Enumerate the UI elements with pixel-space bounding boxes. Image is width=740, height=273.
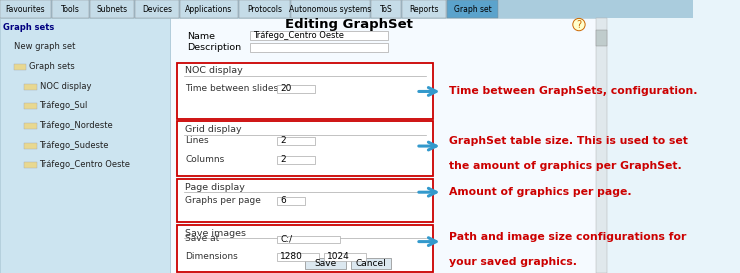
Text: Tráfego_Centro Oeste: Tráfego_Centro Oeste bbox=[253, 31, 344, 40]
Bar bbox=[24, 143, 37, 149]
Bar bbox=[177, 225, 434, 272]
Bar bbox=[24, 84, 37, 90]
Text: Reports: Reports bbox=[409, 5, 439, 13]
Bar bbox=[177, 63, 434, 119]
Text: Subnets: Subnets bbox=[96, 5, 127, 13]
Bar bbox=[0, 0, 50, 18]
Text: NOC display: NOC display bbox=[39, 82, 91, 91]
Text: Columns: Columns bbox=[185, 155, 224, 164]
Bar bbox=[170, 18, 596, 273]
Text: 1280: 1280 bbox=[280, 252, 303, 261]
Text: Tráfego_Sudeste: Tráfego_Sudeste bbox=[39, 141, 109, 150]
Bar bbox=[325, 253, 366, 261]
Bar bbox=[177, 179, 434, 222]
Bar bbox=[135, 0, 179, 18]
Text: Description: Description bbox=[187, 43, 241, 52]
Text: Applications: Applications bbox=[186, 5, 232, 13]
Text: Autonomous systems: Autonomous systems bbox=[289, 5, 371, 13]
Text: Dimensions: Dimensions bbox=[185, 252, 238, 261]
Text: Save at: Save at bbox=[185, 235, 219, 243]
Bar bbox=[239, 0, 290, 18]
Text: Page display: Page display bbox=[185, 183, 245, 191]
Bar bbox=[14, 64, 27, 70]
Text: Graph sets: Graph sets bbox=[4, 23, 55, 32]
Bar bbox=[402, 0, 445, 18]
Text: GraphSet table size. This is used to set: GraphSet table size. This is used to set bbox=[449, 136, 688, 146]
Text: Save: Save bbox=[314, 259, 337, 268]
Text: Graph sets: Graph sets bbox=[29, 62, 75, 71]
Bar bbox=[278, 236, 340, 243]
Bar bbox=[249, 43, 388, 52]
Text: Path and image size configurations for: Path and image size configurations for bbox=[449, 232, 687, 242]
Text: ToS: ToS bbox=[380, 5, 392, 13]
Bar bbox=[278, 85, 315, 93]
Bar bbox=[447, 0, 498, 18]
Bar bbox=[24, 162, 37, 168]
Bar bbox=[351, 258, 391, 269]
Text: Tráfego_Nordeste: Tráfego_Nordeste bbox=[39, 121, 113, 130]
Bar bbox=[306, 258, 346, 269]
Text: Tráfego_Centro Oeste: Tráfego_Centro Oeste bbox=[39, 161, 130, 169]
Bar bbox=[24, 123, 37, 129]
Text: the amount of graphics per GraphSet.: the amount of graphics per GraphSet. bbox=[449, 161, 682, 171]
Bar bbox=[90, 0, 134, 18]
Bar bbox=[278, 156, 315, 164]
Text: 2: 2 bbox=[280, 136, 286, 145]
Text: NOC display: NOC display bbox=[185, 67, 243, 75]
Bar bbox=[177, 121, 434, 176]
Bar bbox=[596, 18, 608, 273]
Text: Cancel: Cancel bbox=[356, 259, 386, 268]
Text: New graph set: New graph set bbox=[14, 43, 75, 51]
Text: ?: ? bbox=[576, 20, 582, 29]
Text: Graphs per page: Graphs per page bbox=[185, 196, 261, 205]
Text: Favourites: Favourites bbox=[5, 5, 45, 13]
Text: Time between GraphSets, configuration.: Time between GraphSets, configuration. bbox=[449, 87, 698, 96]
Text: 1024: 1024 bbox=[327, 252, 350, 261]
Text: Tráfego_Sul: Tráfego_Sul bbox=[39, 102, 88, 110]
Bar bbox=[24, 103, 37, 109]
Bar bbox=[278, 253, 319, 261]
Bar bbox=[596, 30, 608, 46]
Text: Amount of graphics per page.: Amount of graphics per page. bbox=[449, 187, 632, 197]
Bar bbox=[278, 137, 315, 145]
Text: Save images: Save images bbox=[185, 229, 246, 238]
Bar bbox=[0, 18, 170, 273]
Bar bbox=[249, 31, 388, 40]
Text: Tools: Tools bbox=[61, 5, 80, 13]
Text: Time between slides: Time between slides bbox=[185, 84, 278, 93]
Text: Grid display: Grid display bbox=[185, 125, 242, 134]
Bar bbox=[278, 197, 305, 205]
Text: 6: 6 bbox=[280, 196, 286, 205]
Bar bbox=[292, 0, 369, 18]
Text: Devices: Devices bbox=[142, 5, 172, 13]
Text: Editing GraphSet: Editing GraphSet bbox=[285, 18, 413, 31]
Text: Protocols: Protocols bbox=[247, 5, 282, 13]
Bar bbox=[52, 0, 89, 18]
Bar bbox=[181, 0, 238, 18]
Text: 20: 20 bbox=[280, 84, 292, 93]
Text: Lines: Lines bbox=[185, 136, 209, 145]
Text: 2: 2 bbox=[280, 155, 286, 164]
Text: Name: Name bbox=[187, 32, 215, 40]
Text: Graph set: Graph set bbox=[454, 5, 491, 13]
Text: C:/: C:/ bbox=[280, 235, 292, 243]
Text: your saved graphics.: your saved graphics. bbox=[449, 257, 577, 267]
Bar bbox=[371, 0, 401, 18]
Bar bbox=[0, 0, 693, 18]
